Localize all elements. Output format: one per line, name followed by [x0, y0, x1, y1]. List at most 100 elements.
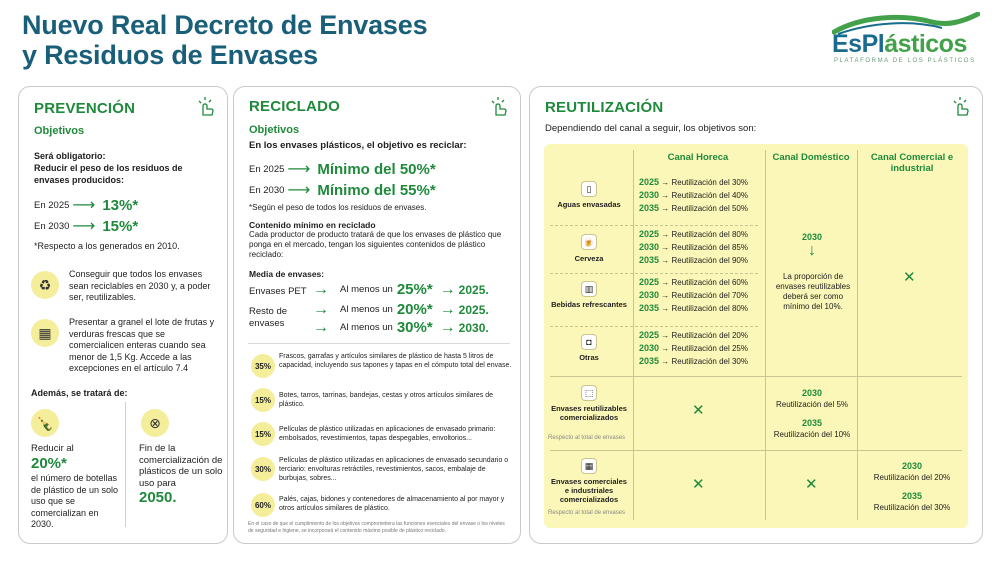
row-label-otras: Otras	[579, 353, 599, 362]
hand-tap-icon	[198, 97, 214, 116]
prevencion-target-2030: En 2030 ⟶ 15%*	[34, 218, 138, 235]
reciclado-media-pet: → Al menos un 25%* → 2025.	[310, 281, 489, 298]
line-text: Reutilización del 50%	[671, 204, 748, 213]
line-year: 2035	[801, 418, 823, 428]
section-divider	[248, 343, 510, 344]
prevencion-heading: PREVENCIÓN	[34, 100, 136, 117]
recycle-icon: ♻	[31, 271, 59, 299]
reciclado-nota: *Según el peso de todos los residuos de …	[249, 203, 427, 212]
prevencion-c2-value: 2050.	[139, 489, 177, 506]
line-year: 2030	[901, 461, 923, 471]
horeca-line: 2030 → Reutilización del 70%	[639, 290, 748, 300]
reciclado-media-heading: Media de envases:	[249, 269, 325, 279]
target-value: Mínimo del 50%*	[317, 161, 436, 178]
prevencion-objetivos: Objetivos	[34, 125, 85, 137]
grid-line	[633, 150, 634, 520]
grid-line	[550, 326, 758, 327]
reutilizables-2035: 2035	[770, 418, 854, 429]
media-year: 2025.	[458, 302, 489, 317]
reciclado-contenido-text: Cada productor de producto tratará de qu…	[249, 230, 502, 259]
target-year: En 2030	[249, 185, 285, 196]
hand-tap-icon	[491, 97, 507, 116]
industrial-container-icon: ▦	[581, 458, 597, 474]
horeca-line: 2030 → Reutilización del 25%	[639, 343, 748, 353]
line-text: Reutilización del 5%	[775, 400, 849, 409]
beer-icon: 🍺	[581, 234, 597, 250]
arrow-right-icon: ⟶	[287, 160, 311, 178]
reutilizacion-intro: Dependiendo del canal a seguir, los obje…	[545, 123, 757, 134]
title-line-2: y Residuos de Envases	[22, 40, 318, 70]
media-year: 2030.	[458, 320, 489, 335]
horeca-line: 2025 → Reutilización del 80%	[639, 229, 748, 239]
line-year: 2035	[639, 356, 660, 366]
reciclado-target-2030: En 2030 ⟶ Mínimo del 55%*	[249, 182, 436, 199]
fruit-crate-icon: ▦	[31, 319, 59, 347]
pct-text: Botes, tarros, tarrinas, bandejas, cesta…	[279, 392, 493, 408]
pct-badge: 35%	[251, 354, 275, 378]
prevencion-item-reciclables: Conseguir que todos los envases sean rec…	[69, 269, 211, 302]
line-year: 2030	[639, 242, 660, 252]
row-label-comerciales: Envases comerciales e industriales comer…	[551, 477, 627, 504]
line-year: 2030	[639, 190, 660, 200]
cross-icon: ✕	[692, 402, 705, 419]
prevencion-c2-a: Fin de la comercialización de plásticos …	[139, 443, 223, 489]
horeca-line: 2035 → Reutilización del 30%	[639, 356, 748, 366]
line-year: 2030	[639, 290, 660, 300]
line-year: 2035	[639, 203, 660, 213]
pct-badge: 15%	[251, 388, 275, 412]
grid-line	[857, 150, 858, 520]
target-year: En 2025	[34, 200, 70, 211]
arrow-right-icon: ⟶	[72, 217, 96, 235]
target-year: En 2030	[34, 221, 70, 232]
line-text: Reutilización del 85%	[671, 243, 748, 252]
prevencion-c1-a: Reducir al	[31, 443, 74, 454]
target-value: 13%*	[102, 197, 139, 214]
al-menos: Al menos un	[340, 322, 393, 333]
logo-swoosh-icon	[832, 12, 980, 35]
hand-tap-icon	[953, 97, 969, 116]
pct-text: Frascos, garrafas y artículos similares …	[279, 353, 512, 369]
grid-line	[550, 225, 758, 226]
cross-circle-icon: ⊗	[141, 409, 169, 437]
line-year: 2025	[639, 330, 660, 340]
column-divider	[125, 402, 126, 527]
line-text: Reutilización del 80%	[671, 230, 748, 239]
target-year: En 2025	[249, 164, 285, 175]
pct-text: Palés, cajas, bidones y contenedores de …	[279, 496, 505, 512]
media-value: 20%*	[396, 301, 433, 318]
horeca-line: 2030 → Reutilización del 40%	[639, 190, 748, 200]
row-label-bebidas: Bebidas refrescantes	[551, 300, 627, 309]
al-menos: Al menos un	[340, 284, 393, 295]
title-line-1: Nuevo Real Decreto de Envases	[22, 10, 428, 40]
line-text: Reutilización del 60%	[671, 278, 748, 287]
esplasticos-logo: EsPlásticos PLATAFORMA DE LOS PLÁSTICOS	[832, 12, 980, 70]
line-year: 2035	[901, 491, 923, 501]
reutilizacion-table: Canal Horeca Canal Doméstico Canal Comer…	[544, 144, 968, 528]
prevencion-panel: PREVENCIÓN Objetivos Será obligatorio: R…	[18, 86, 228, 544]
prevencion-item-granel: Presentar a granel el lote de frutas y v…	[69, 317, 215, 373]
reciclado-pet-label: Envases PET	[249, 286, 307, 297]
water-bottle-icon: ▯	[581, 181, 597, 197]
bottles-icon: 🍾	[31, 409, 59, 437]
arrow-right-icon: →	[439, 318, 456, 336]
media-value: 25%*	[396, 281, 433, 298]
jar-icon: ◘	[581, 334, 597, 350]
line-text: Reutilización del 90%	[671, 256, 748, 265]
arrow-right-icon: →	[439, 300, 456, 318]
logo-brand-b: ásticos	[884, 30, 967, 58]
row-label-aguas: Aguas envasadas	[557, 200, 621, 209]
reciclado-panel: RECICLADO Objetivos En los envases plást…	[233, 86, 521, 544]
reutilizacion-panel: REUTILIZACIÓN Dependiendo del canal a se…	[529, 86, 983, 544]
line-year: 2035	[639, 303, 660, 313]
domestico-target: 2030	[772, 232, 852, 243]
line-year: 2030	[801, 388, 823, 398]
arrow-right-icon: ⟶	[287, 181, 311, 199]
row-label-cerveza: Cerveza	[574, 254, 604, 263]
reciclado-resto-label: Resto de envases	[249, 306, 288, 329]
arrow-right-icon: →	[313, 318, 329, 336]
reciclado-intro: En los envases plásticos, el objetivo es…	[249, 140, 467, 151]
target-value: Mínimo del 55%*	[317, 182, 436, 199]
prevencion-c1-value: 20%*	[31, 455, 67, 472]
prevencion-obligatorio: Será obligatorio:	[34, 151, 106, 161]
reutilizables-2030: 2030	[770, 388, 854, 399]
